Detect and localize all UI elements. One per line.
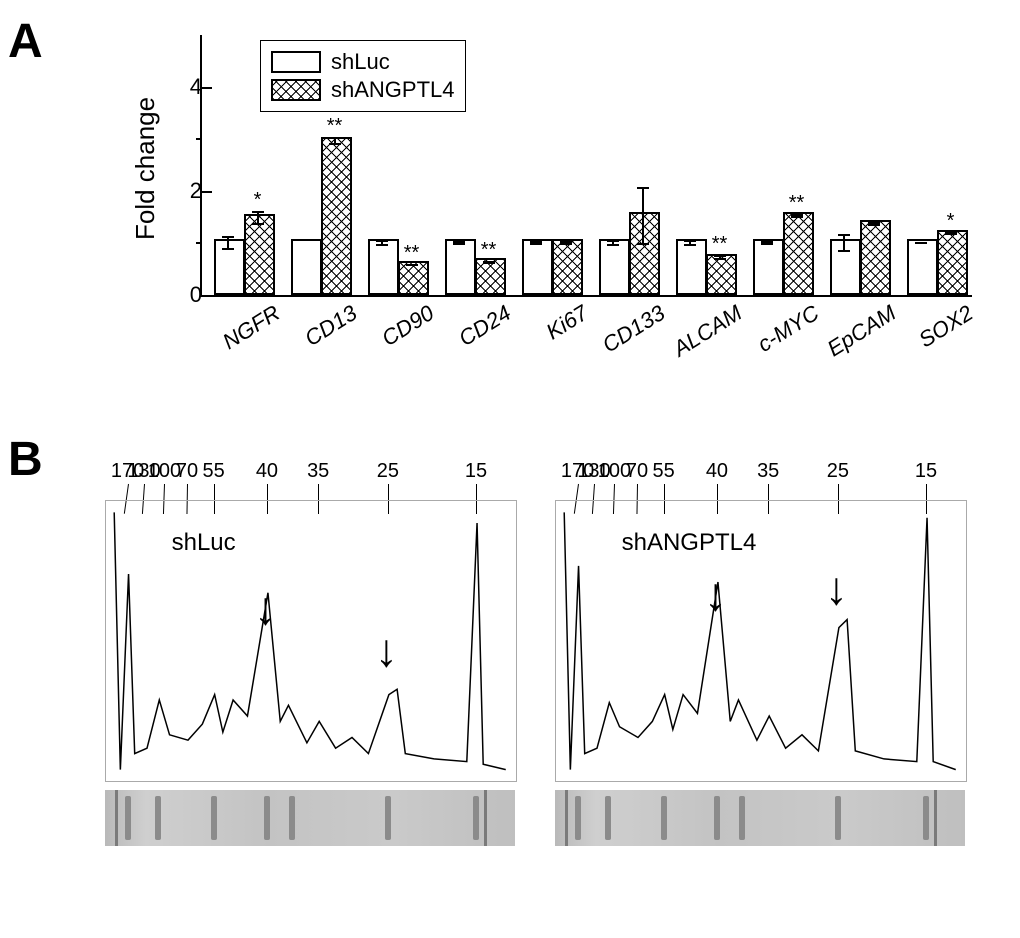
trace-line <box>556 501 966 781</box>
significance-marker: * <box>254 189 262 212</box>
bar-shluc <box>445 239 476 295</box>
bar-shluc <box>522 239 553 295</box>
errorbar <box>257 211 259 226</box>
bar-shluc <box>291 239 322 295</box>
significance-marker: ** <box>712 233 728 256</box>
mw-marker-label: 55 <box>196 460 232 483</box>
arrow-down-icon: ↓ <box>375 623 398 677</box>
bar-shluc <box>907 239 938 295</box>
mw-marker-label: 15 <box>908 460 944 483</box>
gel-marker-line <box>484 790 487 846</box>
errorbar <box>458 241 460 245</box>
panel-a-chart: Fold change 024*NGFR**CD13**CD90**CD24Ki… <box>140 35 970 355</box>
gel-band <box>211 796 217 840</box>
errorbar <box>689 240 691 245</box>
gel-marker-line <box>934 790 937 846</box>
bar-shangptl4 <box>398 261 429 295</box>
panel-a-label: A <box>8 14 43 69</box>
gel-marker-line <box>565 790 568 846</box>
errorbar <box>612 240 614 246</box>
electropherogram-shangptl4: 170130100705540352515shANGPTL4↓↓ <box>555 500 965 846</box>
gel-band <box>264 796 270 840</box>
bar-shangptl4 <box>937 230 968 295</box>
gel-band <box>575 796 581 840</box>
bar-shluc <box>676 239 707 295</box>
gel-strip <box>555 790 965 846</box>
gel-band <box>605 796 611 840</box>
trace-box: shLuc ↓ ↓ <box>105 500 517 782</box>
bar-shangptl4 <box>321 137 352 295</box>
gel-band <box>385 796 391 840</box>
arrow-down-icon: ↓ <box>704 567 727 621</box>
errorbar <box>334 137 336 144</box>
errorbar <box>843 234 845 253</box>
trace-line <box>106 501 516 781</box>
gel-band <box>155 796 161 840</box>
mw-marker-label: 15 <box>458 460 494 483</box>
bar-shluc <box>830 239 861 295</box>
y-axis-label: Fold change <box>130 97 161 240</box>
gel-band <box>125 796 131 840</box>
gel-band <box>739 796 745 840</box>
gel-band <box>661 796 667 840</box>
y-minor-tick <box>196 138 202 140</box>
gel-strip <box>105 790 515 846</box>
errorbar <box>227 236 229 250</box>
gel-band <box>289 796 295 840</box>
bar-shangptl4 <box>552 239 583 295</box>
errorbar <box>565 241 567 244</box>
significance-marker: ** <box>481 239 497 262</box>
y-tick: 2 <box>162 178 202 204</box>
bar-shluc <box>368 239 399 295</box>
errorbar <box>535 241 537 244</box>
bar-shangptl4 <box>783 212 814 295</box>
arrow-down-icon: ↓ <box>254 581 277 635</box>
bar-shluc <box>599 239 630 295</box>
bar-shluc <box>753 239 784 295</box>
significance-marker: * <box>947 210 955 233</box>
errorbar <box>873 222 875 226</box>
mw-marker-label: 40 <box>699 460 735 483</box>
y-tick: 0 <box>162 282 202 308</box>
errorbar <box>381 240 383 245</box>
bar-shangptl4 <box>860 220 891 295</box>
y-tick: 4 <box>162 74 202 100</box>
mw-marker-label: 55 <box>646 460 682 483</box>
sample-label: shLuc <box>172 529 236 557</box>
trace-box: shANGPTL4 ↓ ↓ <box>555 500 967 782</box>
mw-marker-label: 35 <box>300 460 336 483</box>
bar-shangptl4 <box>629 212 660 295</box>
panel-b-label: B <box>8 432 43 487</box>
errorbar <box>642 187 644 245</box>
gel-band <box>473 796 479 840</box>
mw-marker-label: 40 <box>249 460 285 483</box>
y-minor-tick <box>196 242 202 244</box>
gel-band <box>714 796 720 840</box>
mw-marker-label: 25 <box>820 460 856 483</box>
bar-shangptl4 <box>244 214 275 295</box>
errorbar <box>920 242 922 244</box>
significance-marker: ** <box>789 192 805 215</box>
significance-marker: ** <box>404 242 420 265</box>
panel-a-plot-area: 024*NGFR**CD13**CD90**CD24Ki67CD133**ALC… <box>200 35 972 297</box>
mw-marker-label: 35 <box>750 460 786 483</box>
significance-marker: ** <box>327 115 343 138</box>
mw-marker-label: 25 <box>370 460 406 483</box>
gel-band <box>923 796 929 840</box>
sample-label: shANGPTL4 <box>622 529 757 557</box>
errorbar <box>766 241 768 244</box>
gel-marker-line <box>115 790 118 846</box>
arrow-down-icon: ↓ <box>825 561 848 615</box>
gel-band <box>835 796 841 840</box>
electropherogram-shluc: 170130100705540352515shLuc↓↓ <box>105 500 515 846</box>
